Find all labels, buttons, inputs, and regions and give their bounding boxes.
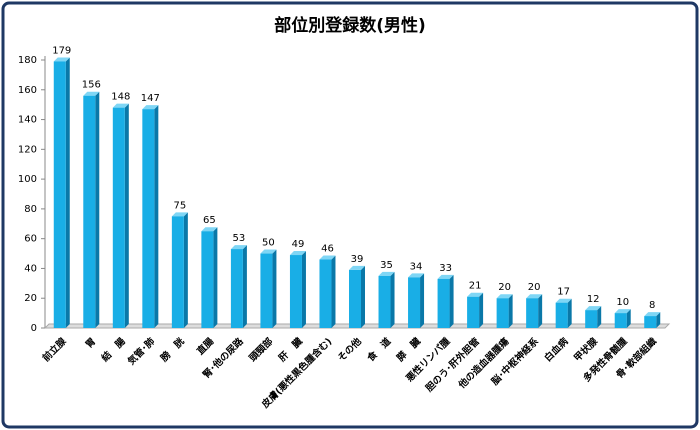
bar <box>378 275 391 328</box>
bar <box>467 296 480 328</box>
bar-side <box>390 271 395 328</box>
bar-top <box>526 294 543 299</box>
value-label: 8 <box>649 300 655 311</box>
value-label: 33 <box>439 263 452 274</box>
bar-side <box>656 312 661 328</box>
bar-side <box>420 273 425 328</box>
bar-top <box>585 306 602 311</box>
bar-top <box>408 273 425 278</box>
bar <box>437 278 450 328</box>
bar-top <box>142 105 159 110</box>
value-label: 53 <box>233 233 246 244</box>
bar-top <box>112 103 129 108</box>
value-label: 75 <box>173 200 186 211</box>
bar-top <box>644 312 661 317</box>
value-label: 49 <box>292 239 305 250</box>
bar <box>171 216 184 328</box>
chart-title: 部位別登録数(男性) <box>274 15 426 36</box>
bar-top <box>201 227 218 232</box>
bar-top <box>378 271 395 276</box>
bar <box>319 259 332 328</box>
value-label: 10 <box>616 297 629 308</box>
value-label: 21 <box>469 281 482 292</box>
bar-side <box>626 309 631 328</box>
bar <box>83 95 96 328</box>
bar-side <box>479 292 484 328</box>
y-tick-label: 160 <box>18 85 37 96</box>
bar-top <box>614 309 631 314</box>
y-tick-label: 140 <box>18 115 37 126</box>
y-tick-label: 20 <box>24 293 37 304</box>
value-label: 12 <box>587 294 600 305</box>
value-label: 46 <box>321 244 334 255</box>
bar-side <box>597 306 602 328</box>
bar <box>53 61 66 328</box>
bar <box>289 255 302 328</box>
bar-side <box>95 91 100 328</box>
bar <box>230 249 243 328</box>
bar <box>526 298 539 328</box>
bar <box>408 277 421 328</box>
bar-top <box>83 91 100 96</box>
bar-top <box>289 251 306 256</box>
bar-top <box>171 212 188 217</box>
bar-side <box>65 57 70 328</box>
value-label: 156 <box>82 80 101 91</box>
bar <box>644 316 657 328</box>
value-label: 39 <box>351 254 364 265</box>
bar-side <box>213 227 218 328</box>
value-label: 50 <box>262 238 275 249</box>
bar <box>112 107 125 329</box>
bar-top <box>319 255 336 260</box>
bar-top <box>53 57 70 62</box>
bar-side <box>301 251 306 328</box>
bar <box>142 109 155 328</box>
bar <box>555 302 568 328</box>
bar-top <box>555 298 572 303</box>
bar <box>260 253 273 328</box>
y-tick-label: 180 <box>18 55 37 66</box>
bar-side <box>331 255 336 328</box>
bar <box>585 310 598 328</box>
value-label: 148 <box>111 92 130 103</box>
value-label: 179 <box>52 45 71 56</box>
bar-side <box>567 298 572 328</box>
bar-side <box>242 245 247 328</box>
y-tick-label: 80 <box>24 204 37 215</box>
value-label: 34 <box>410 261 423 272</box>
bar-side <box>154 105 159 328</box>
y-tick-label: 60 <box>24 234 37 245</box>
value-label: 20 <box>528 282 541 293</box>
bar-side <box>361 265 365 328</box>
bar-top <box>467 292 484 297</box>
bar-top <box>260 249 277 254</box>
value-label: 17 <box>557 287 570 298</box>
bar-top <box>349 265 365 270</box>
value-label: 20 <box>498 282 511 293</box>
bar <box>614 313 627 328</box>
bar-top <box>230 245 247 250</box>
y-tick-label: 120 <box>18 144 37 155</box>
bar-top <box>496 294 513 299</box>
value-label: 147 <box>141 93 160 104</box>
bar-top <box>437 274 454 279</box>
value-label: 65 <box>203 215 216 226</box>
bar-side <box>272 249 277 328</box>
y-tick-label: 40 <box>24 263 37 274</box>
bar-side <box>449 274 454 328</box>
bar <box>201 231 214 328</box>
value-label: 35 <box>380 260 393 271</box>
bar-side <box>508 294 513 328</box>
y-tick-label: 0 <box>31 323 37 334</box>
bar-side <box>124 103 129 329</box>
bar-side <box>183 212 188 328</box>
bar <box>496 298 509 328</box>
bar <box>349 269 361 328</box>
y-tick-label: 100 <box>18 174 37 185</box>
bar-side <box>538 294 543 328</box>
